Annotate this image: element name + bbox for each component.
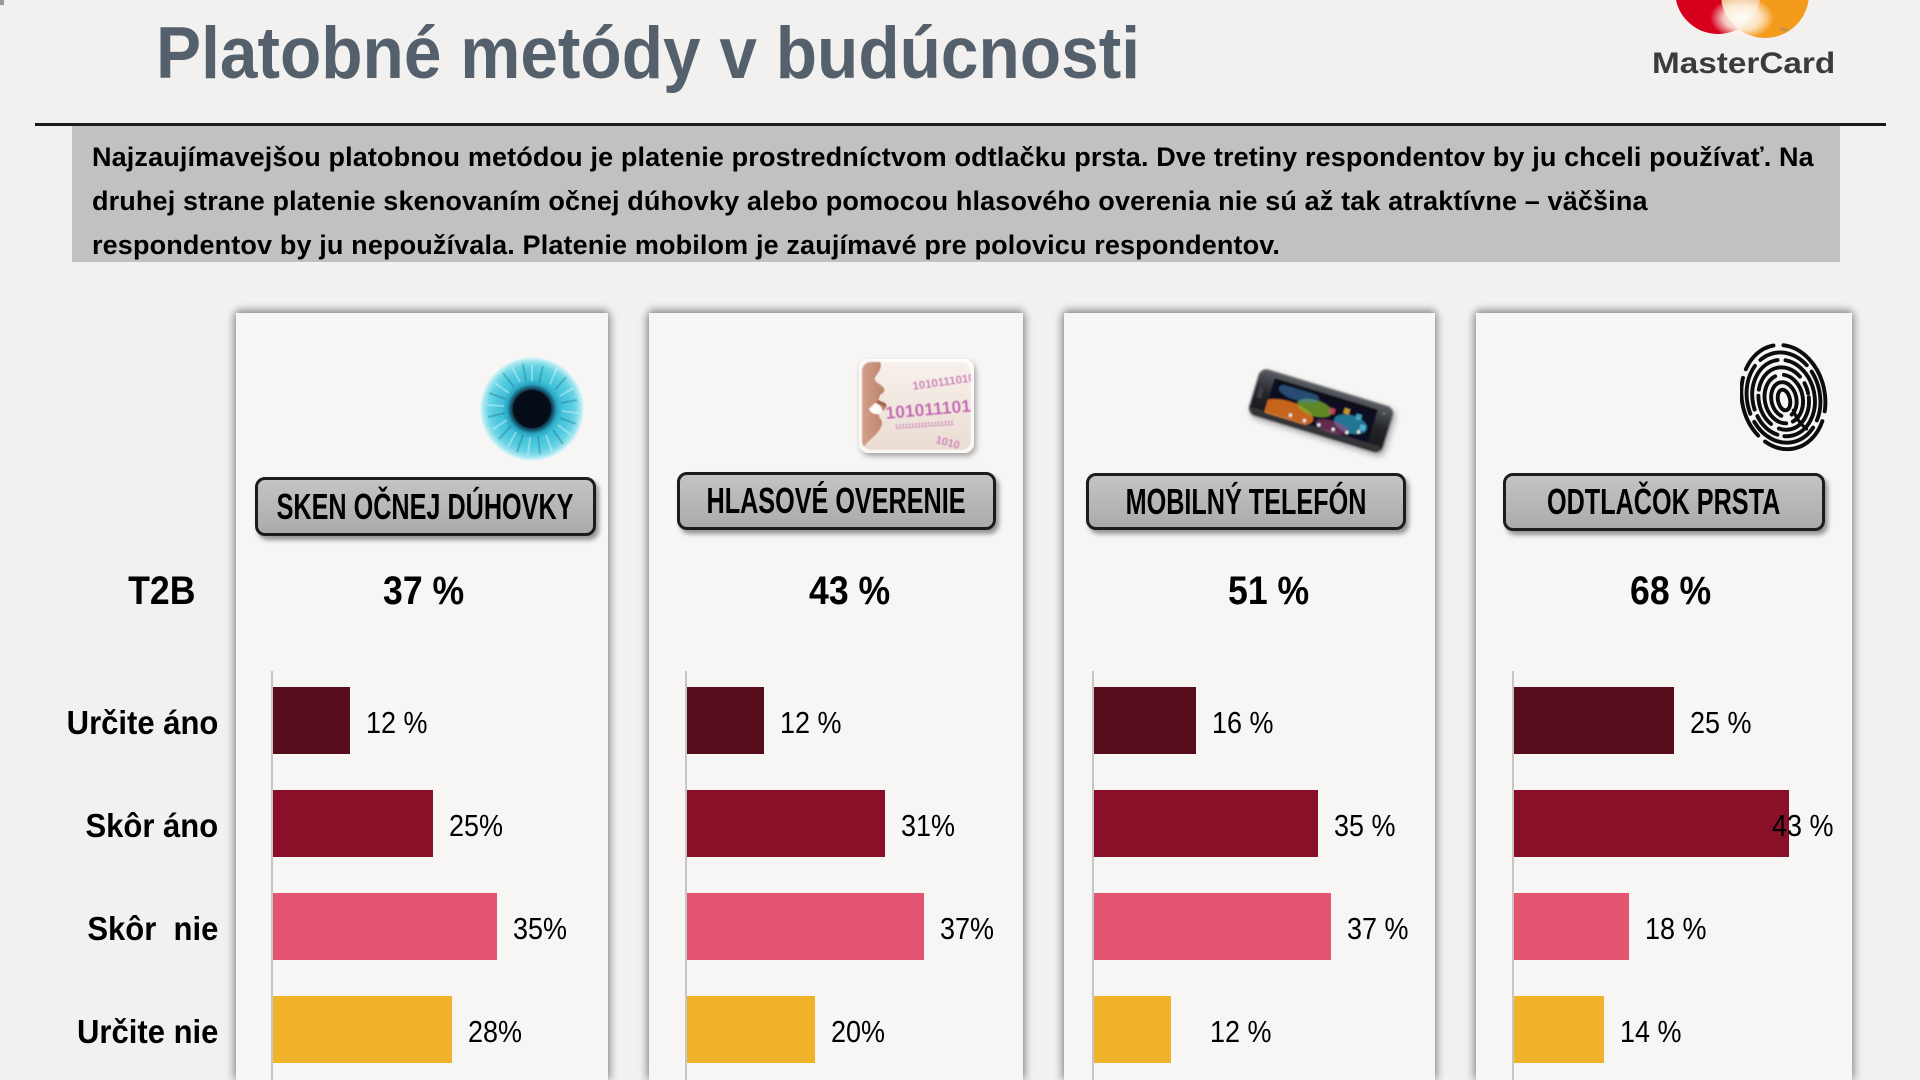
svg-text:™: ™ <box>1779 26 1788 36</box>
svg-text:111111111111111111: 111111111111111111 <box>895 420 955 431</box>
svg-text:1010: 1010 <box>934 434 961 452</box>
